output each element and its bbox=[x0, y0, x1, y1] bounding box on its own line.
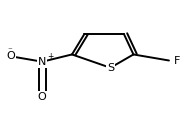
Text: S: S bbox=[107, 63, 114, 73]
Text: F: F bbox=[174, 56, 180, 65]
Text: O: O bbox=[6, 51, 15, 61]
Text: ⁻: ⁻ bbox=[7, 46, 12, 55]
Text: N: N bbox=[38, 57, 46, 67]
Text: +: + bbox=[47, 52, 53, 61]
Text: O: O bbox=[38, 92, 47, 102]
